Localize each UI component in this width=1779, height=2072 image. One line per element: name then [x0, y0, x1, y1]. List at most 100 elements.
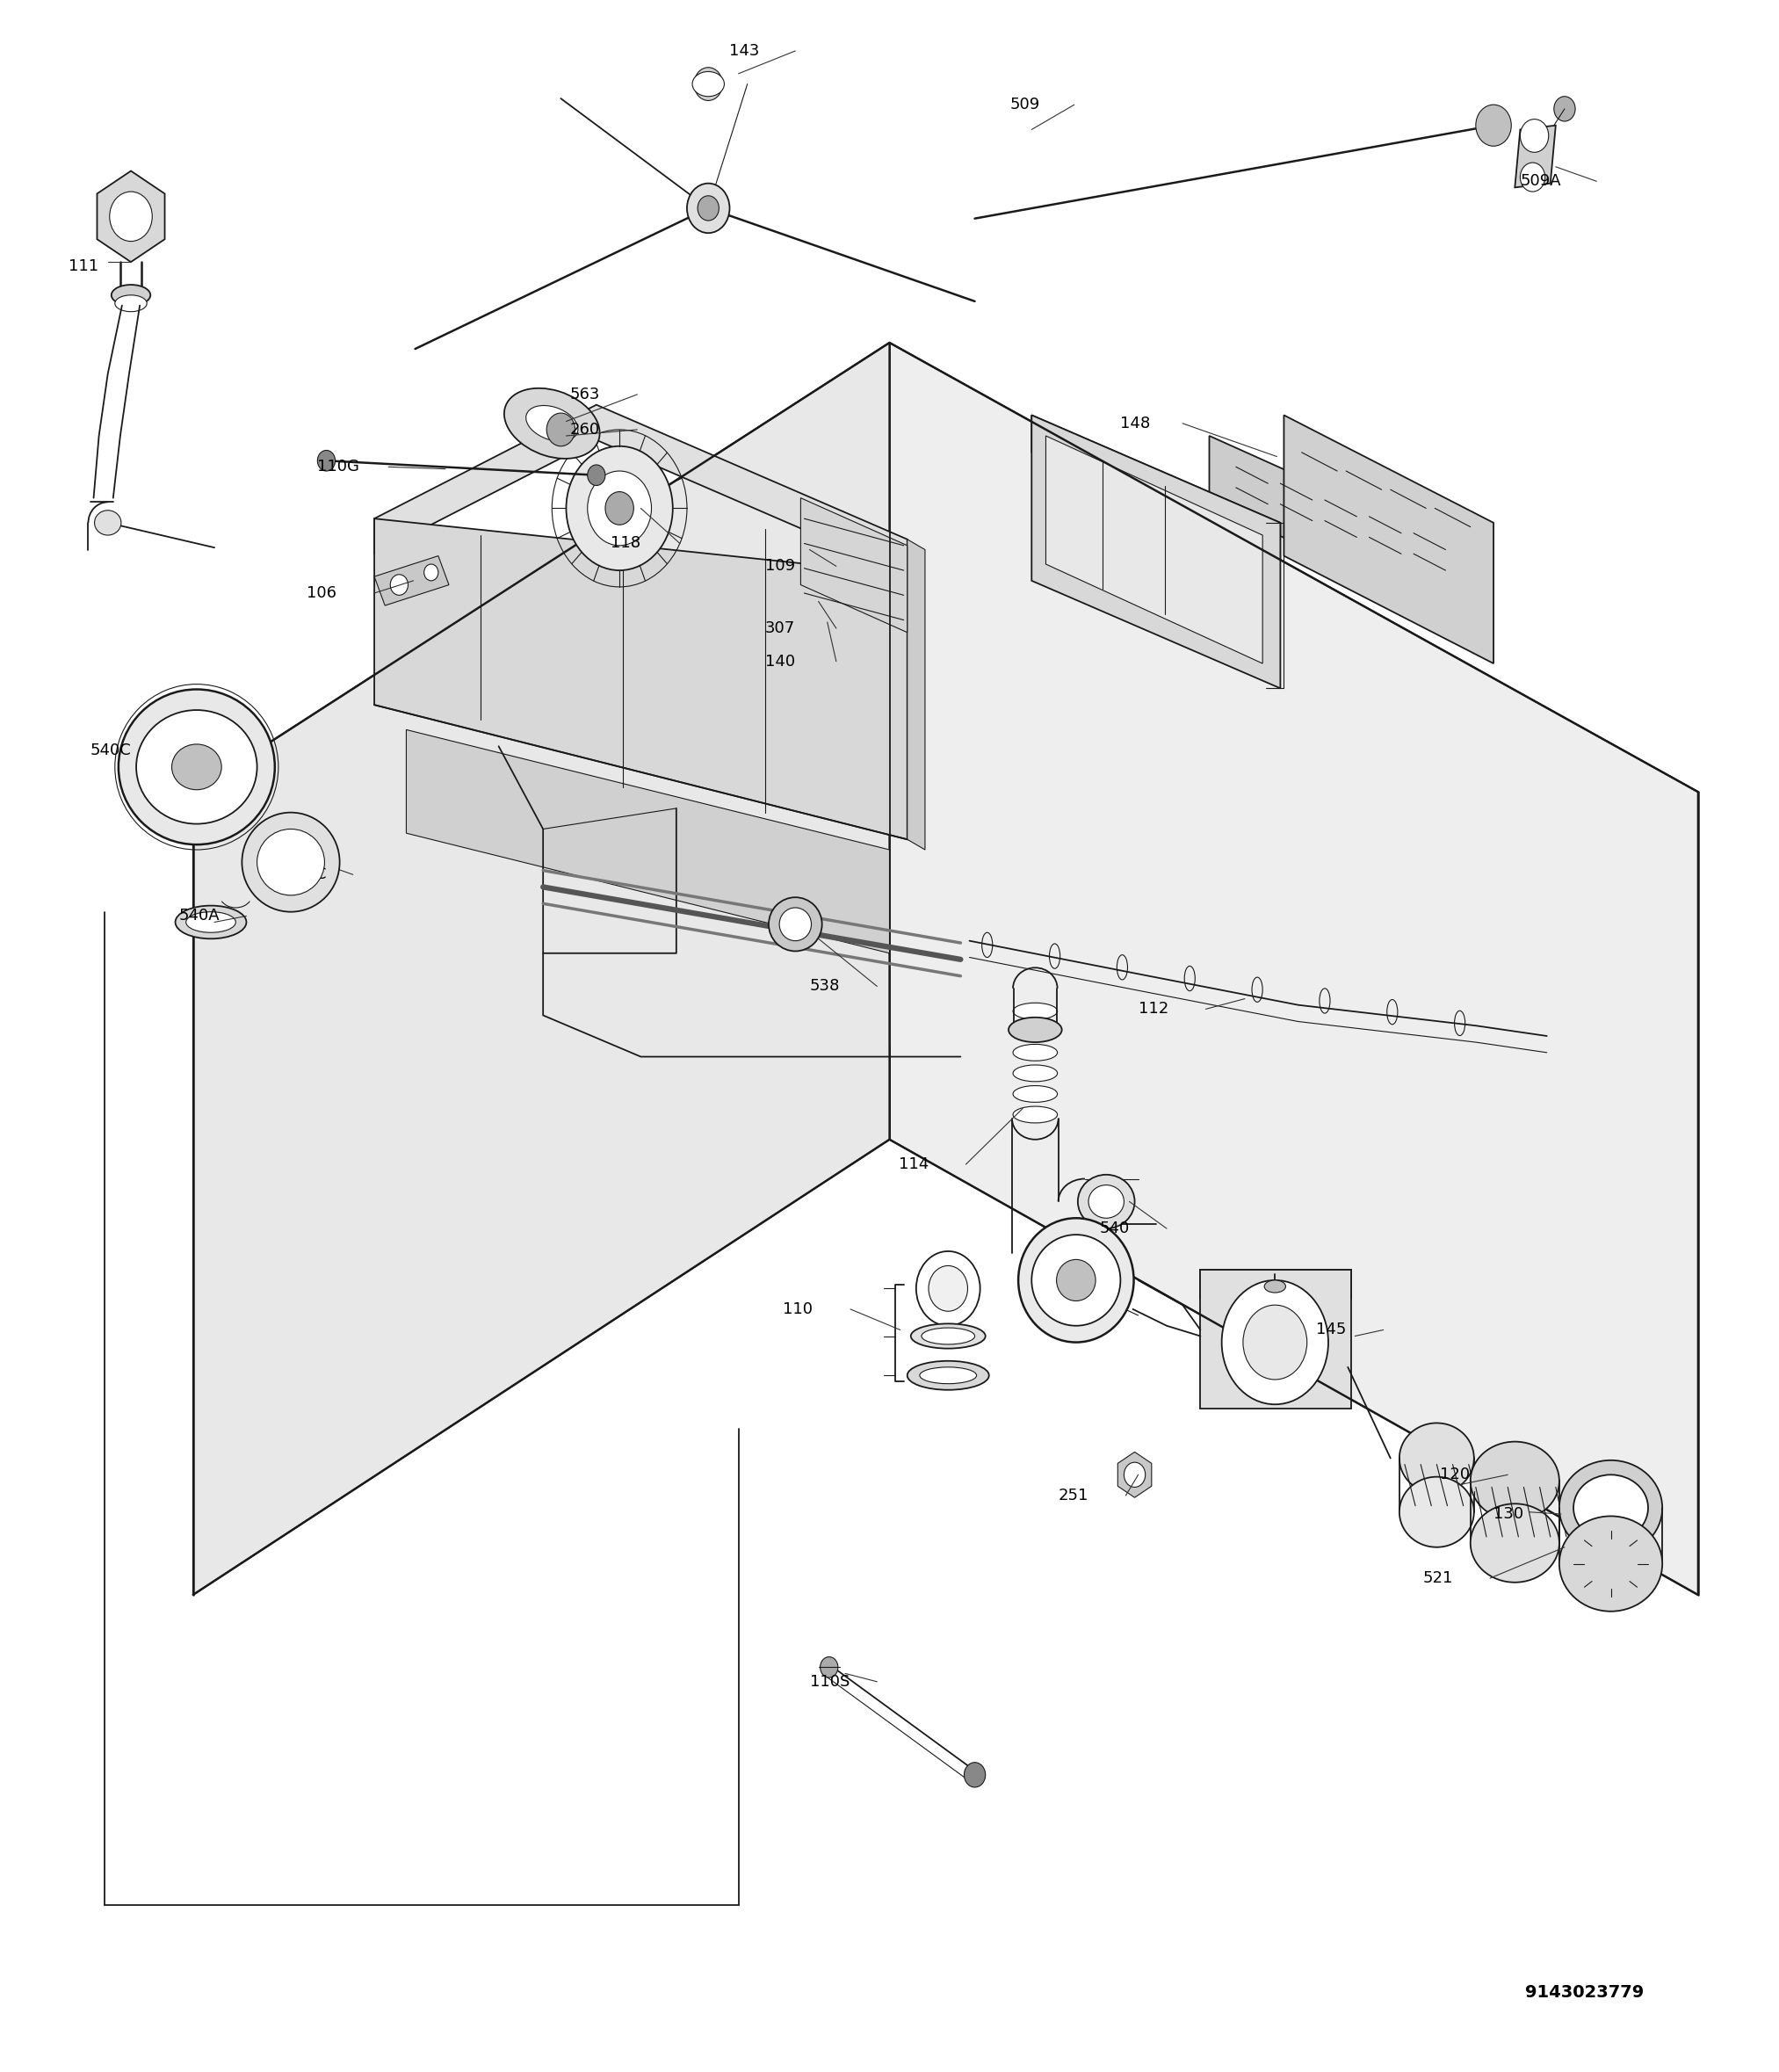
Text: 120: 120: [1441, 1467, 1469, 1484]
Circle shape: [605, 491, 633, 524]
Ellipse shape: [907, 1361, 989, 1390]
Polygon shape: [1032, 414, 1281, 559]
Text: 307: 307: [765, 620, 795, 636]
Text: 112: 112: [1139, 1001, 1169, 1017]
Text: 110S: 110S: [809, 1674, 849, 1689]
Text: 540A: 540A: [180, 908, 221, 924]
Polygon shape: [907, 539, 925, 850]
Text: 260: 260: [569, 423, 600, 437]
Ellipse shape: [1012, 1086, 1057, 1102]
Polygon shape: [890, 342, 1697, 1595]
Text: 110G: 110G: [317, 460, 359, 474]
Polygon shape: [1046, 435, 1263, 663]
Polygon shape: [1032, 414, 1281, 688]
Ellipse shape: [116, 294, 148, 311]
Text: 106: 106: [306, 584, 336, 601]
Ellipse shape: [779, 908, 811, 941]
Ellipse shape: [911, 1324, 986, 1349]
Ellipse shape: [242, 812, 340, 912]
Text: 140: 140: [765, 653, 795, 669]
Text: 563: 563: [569, 387, 600, 402]
Polygon shape: [801, 497, 907, 632]
Circle shape: [587, 464, 605, 485]
Text: 130: 130: [1494, 1506, 1523, 1523]
Text: 251: 251: [1059, 1488, 1089, 1504]
Ellipse shape: [1009, 1017, 1062, 1042]
Ellipse shape: [119, 690, 274, 845]
Circle shape: [687, 182, 729, 232]
Text: 540: 540: [1099, 1220, 1130, 1237]
Ellipse shape: [1573, 1475, 1647, 1542]
Polygon shape: [1201, 1270, 1352, 1299]
Ellipse shape: [1400, 1477, 1475, 1548]
Polygon shape: [406, 729, 890, 953]
Circle shape: [110, 191, 153, 240]
Ellipse shape: [1057, 1260, 1096, 1301]
Ellipse shape: [112, 284, 151, 305]
Text: 111: 111: [69, 259, 98, 274]
Circle shape: [423, 564, 438, 580]
Polygon shape: [1284, 414, 1494, 663]
Ellipse shape: [922, 1328, 975, 1345]
Circle shape: [390, 574, 407, 595]
Ellipse shape: [1012, 1024, 1057, 1040]
Text: 509: 509: [1010, 97, 1041, 112]
Polygon shape: [374, 518, 907, 839]
Circle shape: [820, 1658, 838, 1678]
Text: 109: 109: [765, 557, 795, 574]
Ellipse shape: [137, 711, 256, 825]
Polygon shape: [1516, 126, 1555, 186]
Circle shape: [1521, 162, 1544, 191]
Ellipse shape: [1400, 1423, 1475, 1494]
Polygon shape: [98, 170, 165, 261]
Polygon shape: [194, 342, 890, 1595]
Polygon shape: [1210, 435, 1459, 615]
Ellipse shape: [1018, 1218, 1133, 1343]
Circle shape: [1521, 120, 1548, 153]
Ellipse shape: [1558, 1461, 1662, 1556]
Ellipse shape: [173, 744, 222, 789]
Ellipse shape: [1089, 1185, 1124, 1218]
Ellipse shape: [176, 905, 246, 939]
Ellipse shape: [1265, 1280, 1286, 1293]
Ellipse shape: [692, 73, 724, 97]
Ellipse shape: [920, 1368, 977, 1384]
Text: 509A: 509A: [1521, 174, 1562, 189]
Text: 521: 521: [1423, 1571, 1453, 1587]
Text: 145: 145: [1316, 1322, 1347, 1339]
Text: 540C: 540C: [91, 742, 132, 758]
Circle shape: [1477, 106, 1512, 147]
Circle shape: [566, 445, 672, 570]
Circle shape: [1244, 1305, 1308, 1380]
Polygon shape: [374, 555, 448, 605]
Circle shape: [694, 68, 722, 102]
Text: 110: 110: [783, 1301, 813, 1318]
Ellipse shape: [527, 406, 578, 441]
Circle shape: [1553, 97, 1574, 122]
Circle shape: [1222, 1280, 1329, 1405]
Text: 143: 143: [729, 44, 760, 58]
Ellipse shape: [1471, 1504, 1558, 1583]
Text: 118: 118: [610, 535, 640, 551]
Polygon shape: [374, 404, 907, 574]
Ellipse shape: [256, 829, 324, 895]
Text: 148: 148: [1121, 416, 1151, 431]
Circle shape: [587, 470, 651, 545]
Circle shape: [317, 450, 334, 470]
Ellipse shape: [503, 387, 600, 458]
Text: 538: 538: [809, 978, 840, 995]
Ellipse shape: [1012, 1044, 1057, 1061]
Circle shape: [964, 1763, 986, 1788]
Circle shape: [1124, 1463, 1146, 1488]
Circle shape: [929, 1266, 968, 1312]
Circle shape: [546, 412, 575, 445]
Ellipse shape: [1012, 1065, 1057, 1082]
Ellipse shape: [1012, 1003, 1057, 1019]
Circle shape: [916, 1251, 980, 1326]
Ellipse shape: [94, 510, 121, 535]
Ellipse shape: [1558, 1517, 1662, 1612]
Polygon shape: [1117, 1452, 1151, 1498]
Text: 9143023779: 9143023779: [1526, 1983, 1644, 1999]
Polygon shape: [1201, 1270, 1352, 1409]
Ellipse shape: [769, 897, 822, 951]
